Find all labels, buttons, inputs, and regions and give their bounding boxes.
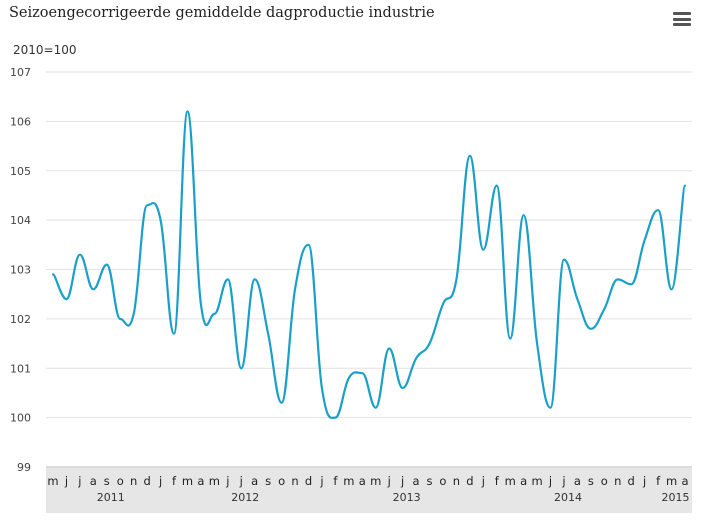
x-tick-label: j — [642, 474, 646, 488]
x-tick-label: m — [370, 474, 381, 488]
y-tick-label: 101 — [10, 362, 31, 375]
x-tick-label: o — [117, 474, 124, 488]
x-tick-label: j — [481, 474, 485, 488]
x-tick-label: j — [158, 474, 162, 488]
series-line — [51, 110, 687, 419]
x-tick-label: f — [333, 474, 338, 488]
x-tick-label: f — [495, 474, 500, 488]
x-tick-label: s — [265, 474, 271, 488]
x-tick-label: a — [520, 474, 527, 488]
x-tick-label: o — [439, 474, 446, 488]
y-tick-label: 103 — [10, 264, 31, 277]
y-tick-label: 105 — [10, 165, 31, 178]
x-tick-label: a — [574, 474, 581, 488]
x-tick-label: s — [588, 474, 594, 488]
x-tick-label: j — [387, 474, 391, 488]
x-tick-label: a — [197, 474, 204, 488]
y-axis-ticks: 99 100 101 102 103 104 105 106 107 — [10, 66, 31, 474]
x-tick-label: m — [343, 474, 354, 488]
x-tick-label: m — [182, 474, 193, 488]
x-tick-label: m — [531, 474, 542, 488]
year-label: 2011 — [97, 491, 125, 504]
y-tick-label: 107 — [10, 66, 31, 79]
x-tick-label: n — [453, 474, 460, 488]
y-tick-label: 100 — [10, 412, 31, 425]
x-tick-label: d — [628, 474, 635, 488]
x-tick-label: n — [614, 474, 621, 488]
grid-lines — [46, 71, 692, 468]
x-tick-label: d — [466, 474, 473, 488]
y-tick-label: 99 — [17, 461, 31, 474]
year-label: 2012 — [231, 491, 259, 504]
x-tick-label: d — [305, 474, 312, 488]
x-tick-label: n — [130, 474, 137, 488]
x-tick-label: m — [666, 474, 677, 488]
year-label: 2014 — [554, 491, 582, 504]
x-tick-label: a — [413, 474, 420, 488]
y-tick-label: 106 — [10, 115, 31, 128]
x-tick-label: f — [656, 474, 661, 488]
y-tick-label: 102 — [10, 313, 31, 326]
x-tick-label: o — [601, 474, 608, 488]
x-tick-label: s — [427, 474, 433, 488]
x-tick-label: s — [104, 474, 110, 488]
x-tick-label: d — [143, 474, 150, 488]
x-tick-label: m — [47, 474, 58, 488]
x-tick-label: a — [359, 474, 366, 488]
x-tick-label: j — [77, 474, 81, 488]
x-axis-band — [46, 468, 692, 513]
x-tick-label: a — [251, 474, 258, 488]
x-tick-label: j — [400, 474, 404, 488]
x-tick-label: j — [548, 474, 552, 488]
x-tick-label: j — [561, 474, 565, 488]
x-tick-label: j — [64, 474, 68, 488]
x-tick-label: m — [505, 474, 516, 488]
x-tick-label: o — [278, 474, 285, 488]
y-tick-label: 104 — [10, 214, 31, 227]
x-tick-label: j — [239, 474, 243, 488]
year-label: 2015 — [662, 491, 690, 504]
x-tick-label: a — [90, 474, 97, 488]
hamburger-menu-icon[interactable] — [673, 12, 691, 26]
y-axis-unit-label: 2010=100 — [13, 43, 77, 57]
x-tick-label: j — [225, 474, 229, 488]
x-tick-label: a — [681, 474, 688, 488]
x-tick-label: f — [172, 474, 177, 488]
x-axis-year-labels: 2011 2012 2013 2014 2015 — [97, 491, 690, 504]
x-tick-label: m — [209, 474, 220, 488]
x-tick-label: n — [291, 474, 298, 488]
year-label: 2013 — [393, 491, 421, 504]
x-tick-label: j — [319, 474, 323, 488]
chart-title: Seizoengecorrigeerde gemiddelde dagprodu… — [9, 5, 435, 21]
